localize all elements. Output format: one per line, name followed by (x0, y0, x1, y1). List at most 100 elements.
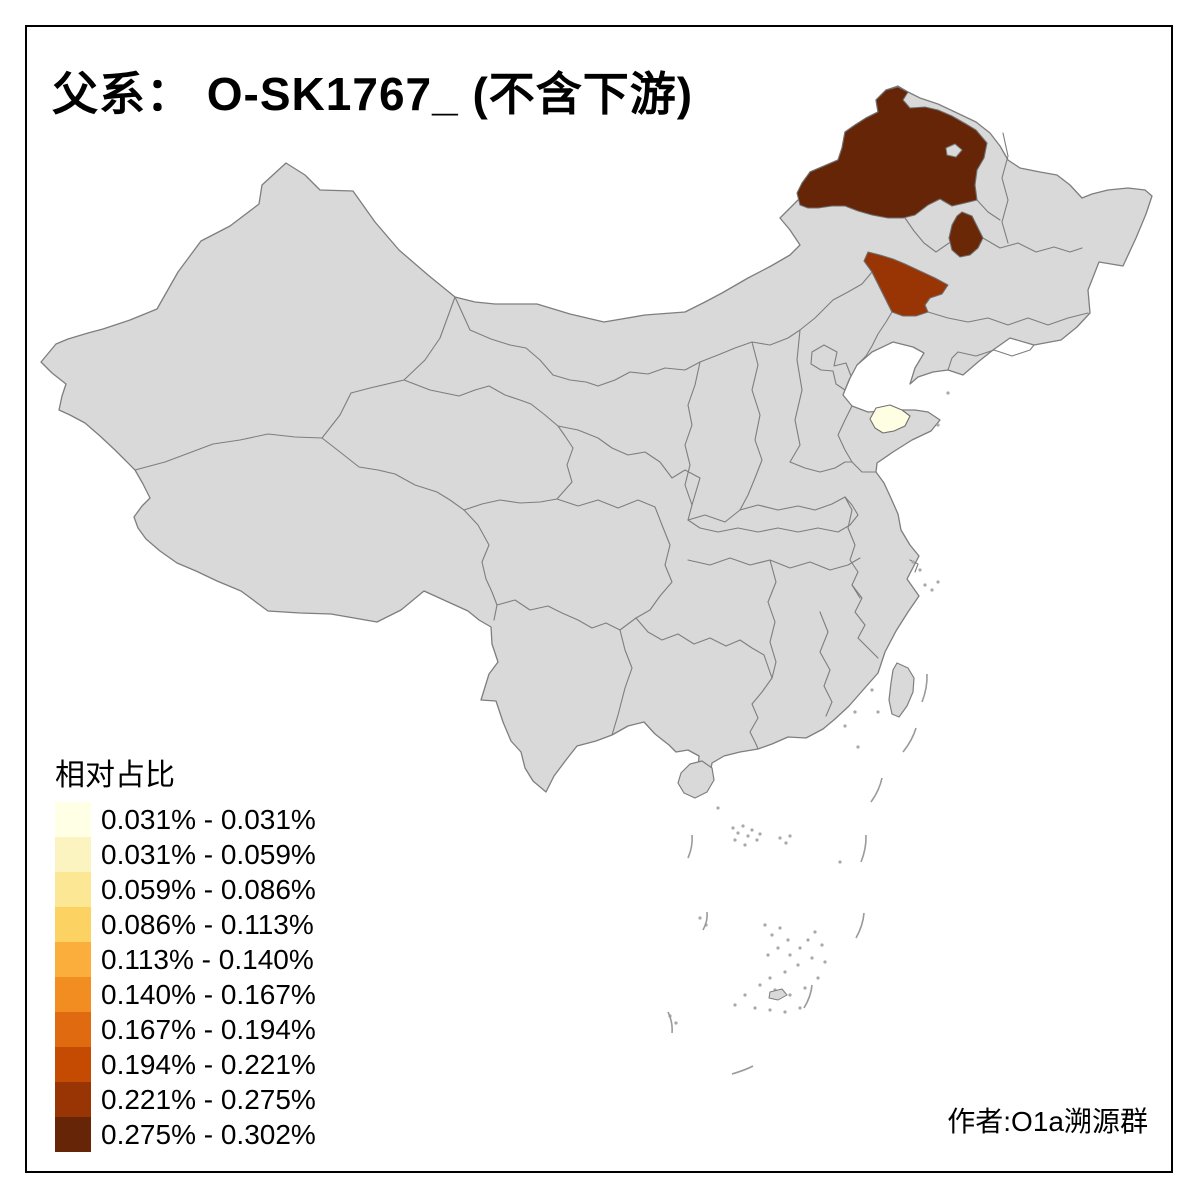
province-border (810, 344, 852, 391)
legend-swatch (55, 1117, 91, 1152)
island-dot (768, 976, 772, 980)
island-dot (813, 930, 817, 934)
nine-dash-line-segment (702, 911, 708, 931)
legend-label: 0.059% - 0.086% (101, 873, 316, 905)
legend: 相对占比 0.031% - 0.031% 0.031% - 0.059% 0.059… (55, 750, 316, 1152)
island-dot (796, 963, 800, 967)
province-border (1001, 132, 1009, 244)
island-dot (733, 1003, 737, 1007)
island-dot (778, 926, 782, 930)
province-border (947, 344, 1035, 371)
island-dot (766, 953, 770, 957)
province-border (134, 296, 456, 471)
island-dot (788, 834, 792, 838)
plot-frame (25, 25, 1173, 1173)
island-dot (946, 391, 950, 395)
legend-rows: 0.031% - 0.031% 0.031% - 0.059% 0.059% - 0… (55, 802, 316, 1152)
province-border (982, 237, 1083, 253)
legend-row: 0.113% - 0.140% (55, 942, 316, 977)
island-dot (843, 724, 847, 728)
legend-swatch (55, 837, 91, 872)
legend-row: 0.194% - 0.221% (55, 1047, 316, 1082)
province-border (635, 617, 773, 679)
legend-swatch (55, 942, 91, 977)
island-dot (750, 828, 754, 832)
province-border (557, 425, 701, 521)
island-dot (788, 993, 792, 997)
nine-dash-line-segment (731, 1065, 754, 1075)
island-dot (733, 838, 737, 842)
province-border (611, 629, 633, 736)
province-border (687, 496, 846, 523)
legend-label: 0.167% - 0.194% (101, 1013, 316, 1045)
island-dot (716, 806, 720, 810)
nine-dash-line-segment (667, 1011, 673, 1034)
island-dot (768, 1008, 772, 1012)
nine-dash-line-segment (687, 834, 693, 859)
legend-label: 0.031% - 0.059% (101, 838, 316, 870)
island-dot (918, 568, 922, 572)
province-border (684, 361, 701, 506)
nine-dash-line-segment (870, 777, 883, 803)
province-border (819, 611, 833, 717)
island-dot (674, 1021, 678, 1025)
province-border (556, 498, 673, 619)
island-dot (778, 836, 782, 840)
island-dot (758, 832, 762, 836)
island-dot (911, 560, 915, 564)
legend-label: 0.275% - 0.302% (101, 1118, 316, 1150)
island-dot (936, 423, 940, 427)
island-dot (753, 1006, 757, 1010)
island-dot (798, 946, 802, 950)
legend-label: 0.086% - 0.113% (101, 908, 314, 940)
legend-row: 0.031% - 0.031% (55, 802, 316, 837)
island-dot (806, 938, 810, 942)
legend-row: 0.167% - 0.194% (55, 1012, 316, 1047)
province-border (749, 677, 773, 750)
legend-row: 0.221% - 0.275% (55, 1082, 316, 1117)
island-dot (746, 834, 750, 838)
island-dot (736, 831, 740, 835)
province-border (463, 509, 498, 621)
legend-row: 0.086% - 0.113% (55, 907, 316, 942)
island-dot (823, 960, 827, 964)
province-border (927, 311, 1089, 326)
province-border (904, 217, 950, 253)
island-dot (731, 826, 735, 830)
nine-dash-line-segment (921, 673, 928, 703)
legend-label: 0.113% - 0.140% (101, 943, 314, 975)
island-dot (876, 710, 880, 714)
legend-row: 0.275% - 0.302% (55, 1117, 316, 1152)
island-dot (758, 983, 762, 987)
highlight-region-northeast-large (796, 86, 988, 219)
province-border (789, 329, 803, 463)
island-dot (930, 588, 934, 592)
small-gray-islet (768, 988, 788, 1001)
island-dot (936, 580, 940, 584)
nine-dash-line-segment (902, 727, 917, 753)
island-dot (770, 933, 774, 937)
legend-swatch (55, 907, 91, 942)
legend-title: 相对占比 (55, 759, 175, 792)
legend-swatch (55, 1082, 91, 1117)
highlight-region-shandong-pale (869, 404, 911, 434)
island-dot (788, 953, 792, 957)
island-dot (755, 838, 759, 842)
nine-dash-line-segment (803, 984, 813, 1009)
province-border (837, 405, 877, 473)
page-title: 父系： O-SK1767_ (不含下游) (52, 68, 694, 120)
province-border (767, 559, 777, 679)
island-dot (838, 860, 842, 864)
province-border (739, 341, 763, 511)
legend-swatch (55, 977, 91, 1012)
legend-label: 0.194% - 0.221% (101, 1048, 316, 1080)
island-dot (743, 843, 747, 847)
province-border (321, 437, 465, 511)
highlight-region-northeast-small (948, 211, 984, 258)
island-dot (803, 986, 807, 990)
province-border (687, 557, 861, 571)
legend-label: 0.140% - 0.167% (101, 978, 316, 1010)
island-dot (816, 976, 820, 980)
